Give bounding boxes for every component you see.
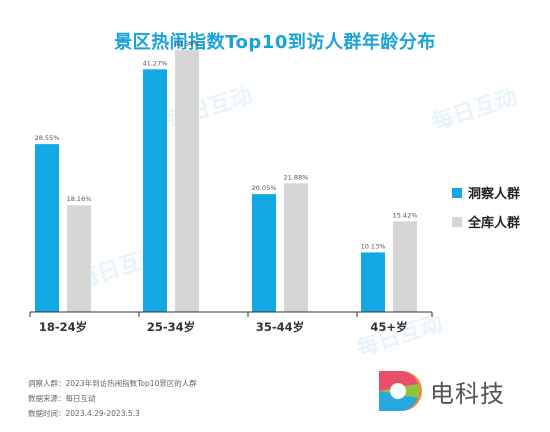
legend-label-all: 全库人群 xyxy=(468,216,521,231)
footer-source-note: 数据来源：每日互动 xyxy=(28,394,96,403)
bar-insight xyxy=(361,252,385,312)
bar-insight xyxy=(35,144,59,312)
brand-logo-icon xyxy=(379,371,422,411)
x-tick-label: 45+岁 xyxy=(370,320,407,334)
legend-swatch-insight xyxy=(452,187,462,198)
chart-title: 景区热闹指数Top10到访人群年龄分布 xyxy=(114,32,436,53)
data-label: 28.55% xyxy=(35,134,60,142)
x-tick-label: 25-34岁 xyxy=(147,320,195,334)
data-label: 44.54% xyxy=(175,40,200,48)
data-label: 21.88% xyxy=(284,173,309,181)
x-tick-label: 18-24岁 xyxy=(39,320,87,334)
legend-label-insight: 洞察人群 xyxy=(468,187,521,202)
data-label: 15.42% xyxy=(393,211,418,219)
data-label: 41.27% xyxy=(143,59,168,67)
brand-name: 电科技 xyxy=(430,379,505,408)
footer-insight-note: 洞察人群：2023年到访热闹指数Top10景区的人群 xyxy=(28,379,197,388)
legend-swatch-all xyxy=(452,216,462,227)
footer-date-note: 数据时间：2023.4.29-2023.5.3 xyxy=(28,409,140,418)
x-tick-label: 35-44岁 xyxy=(256,320,304,334)
legend: 洞察人群 全库人群 xyxy=(452,183,520,241)
bar-all xyxy=(284,183,308,312)
legend-item-insight: 洞察人群 xyxy=(452,183,520,202)
legend-item-all: 全库人群 xyxy=(452,212,520,231)
data-label: 10.13% xyxy=(361,242,386,250)
footer-notes: 洞察人群：2023年到访热闹指数Top10景区的人群 数据来源：每日互动 数据时… xyxy=(28,376,197,421)
data-label: 18.16% xyxy=(67,195,92,203)
brand-logo: 电科技 xyxy=(374,366,505,416)
bar-all xyxy=(175,50,199,313)
bar-insight xyxy=(252,194,276,312)
bar-all xyxy=(67,205,91,312)
bar-all xyxy=(393,221,417,312)
bar-insight xyxy=(143,69,167,312)
data-label: 20.05% xyxy=(252,184,277,192)
